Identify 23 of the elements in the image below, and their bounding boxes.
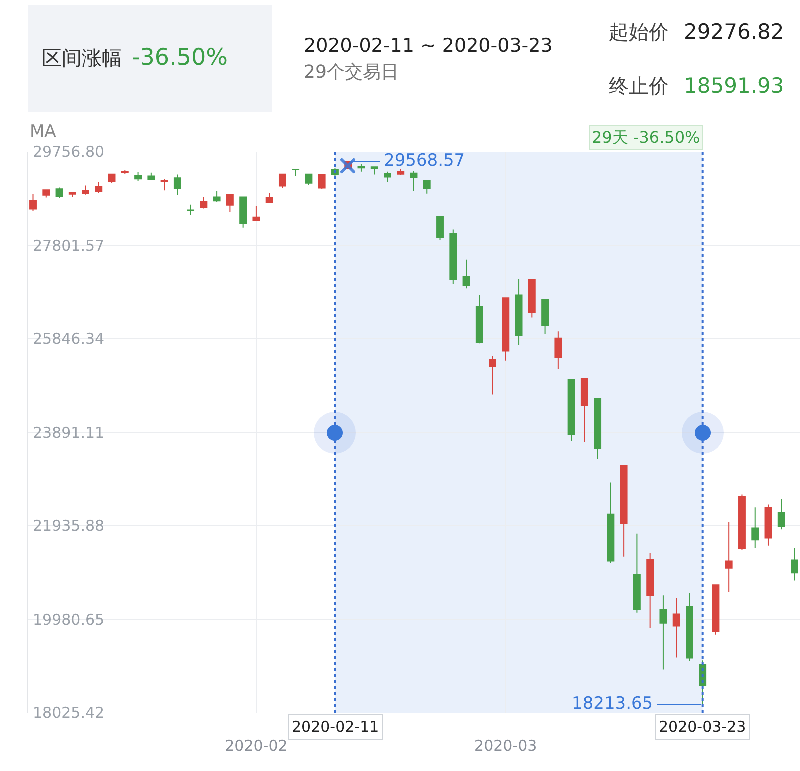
x-tick-label: 2020-03-23 xyxy=(659,718,746,736)
y-tick-label: 19980.65 xyxy=(33,611,105,629)
y-tick-label: 23891.11 xyxy=(33,424,105,442)
y-tick-label: 18025.42 xyxy=(33,704,105,722)
text: 2020-02-11 ~ 2020-03-23 xyxy=(304,35,553,57)
y-tick-label: 27801.57 xyxy=(33,237,105,255)
text: 29276.82 xyxy=(684,20,784,44)
annotation: 29568.57 xyxy=(384,151,466,171)
x-tick-label: 2020-02 xyxy=(225,737,288,755)
text: MA xyxy=(30,122,57,142)
annotation: 18213.65 xyxy=(572,694,654,714)
x-tick-label: 2020-02-11 xyxy=(292,718,380,736)
text: 18591.93 xyxy=(684,74,784,98)
text: 起始价 xyxy=(609,20,669,44)
text: 终止价 xyxy=(609,74,669,98)
x-tick-label: 2020-03 xyxy=(474,737,538,755)
band-label: 29天 -36.50% xyxy=(592,128,700,147)
text: 区间涨幅 xyxy=(42,46,122,70)
y-tick-label: 21935.88 xyxy=(33,517,105,535)
text: 29个交易日 xyxy=(304,62,399,83)
y-tick-label: 29756.80 xyxy=(33,143,105,161)
text: -36.50% xyxy=(132,45,228,71)
y-tick-label: 25846.34 xyxy=(33,330,105,348)
